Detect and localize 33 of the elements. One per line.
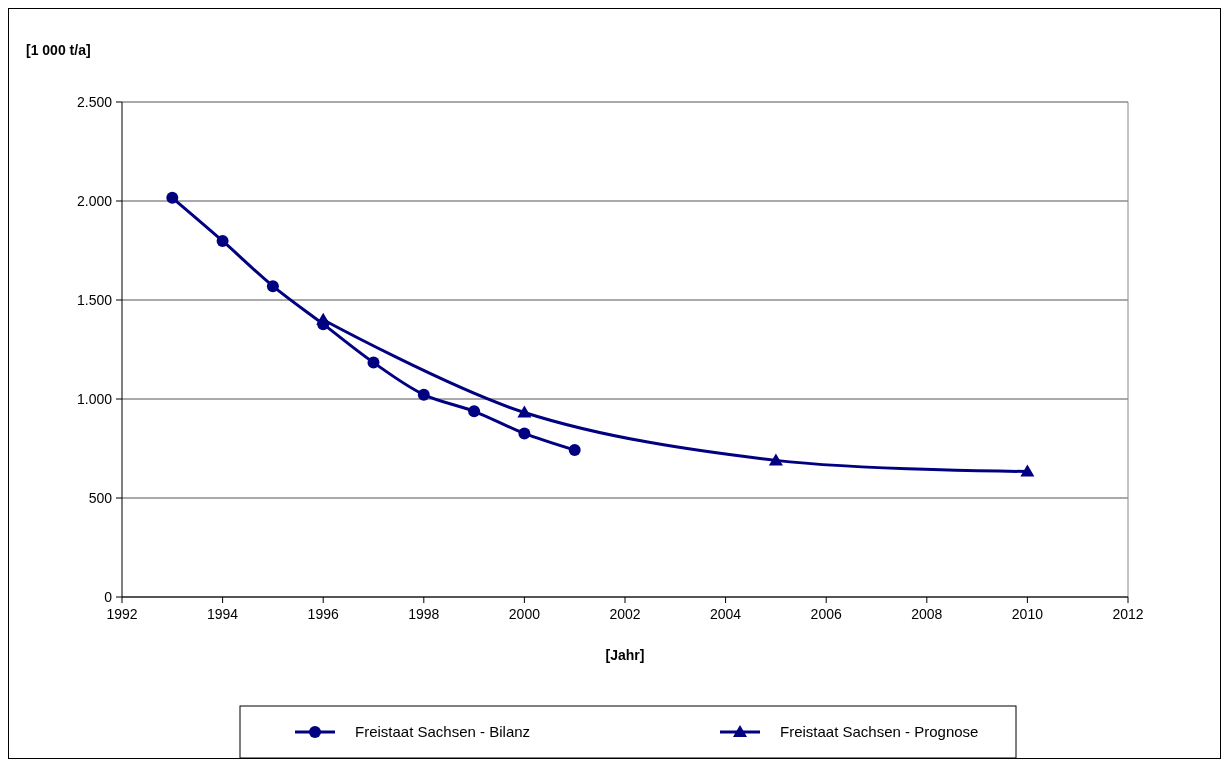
point bbox=[518, 427, 531, 440]
point bbox=[166, 191, 179, 204]
x-tick-label: 2010 bbox=[1011, 606, 1044, 622]
y-tick-label: 1.000 bbox=[76, 390, 113, 407]
x-tick-label: 2008 bbox=[911, 606, 943, 622]
x-tick-label: 2006 bbox=[810, 606, 842, 622]
y-tick-label: 2.500 bbox=[76, 93, 113, 110]
x-tick-label: 2000 bbox=[508, 606, 541, 622]
point bbox=[367, 356, 380, 369]
point bbox=[417, 388, 430, 401]
x-axis-title: [Jahr] bbox=[605, 647, 645, 663]
point bbox=[517, 405, 532, 418]
point bbox=[468, 405, 481, 418]
x-tick-label: 2004 bbox=[710, 606, 742, 622]
point bbox=[266, 280, 279, 293]
x-tick-label: 2012 bbox=[1112, 606, 1144, 622]
x-tick-label: 1992 bbox=[106, 606, 138, 622]
legend-label: Freistaat Sachsen - Prognose bbox=[780, 723, 979, 741]
x-tick-label: 1994 bbox=[207, 606, 239, 622]
x-tick-label: 2002 bbox=[609, 606, 641, 622]
point bbox=[1020, 464, 1035, 477]
x-tick-label: 1998 bbox=[408, 606, 440, 622]
point bbox=[768, 453, 783, 466]
y-tick-label: 1.500 bbox=[76, 291, 113, 308]
y-axis-title: [1 000 t/a] bbox=[26, 42, 91, 58]
y-tick-label: 0 bbox=[104, 588, 113, 605]
point bbox=[317, 318, 330, 331]
y-tick-label: 500 bbox=[88, 489, 113, 506]
x-tick-label: 1996 bbox=[307, 606, 339, 622]
point bbox=[216, 235, 229, 247]
point bbox=[568, 444, 581, 457]
y-tick-label: 2.000 bbox=[76, 192, 113, 209]
legend-label: Freistaat Sachsen - Bilanz bbox=[355, 723, 531, 741]
